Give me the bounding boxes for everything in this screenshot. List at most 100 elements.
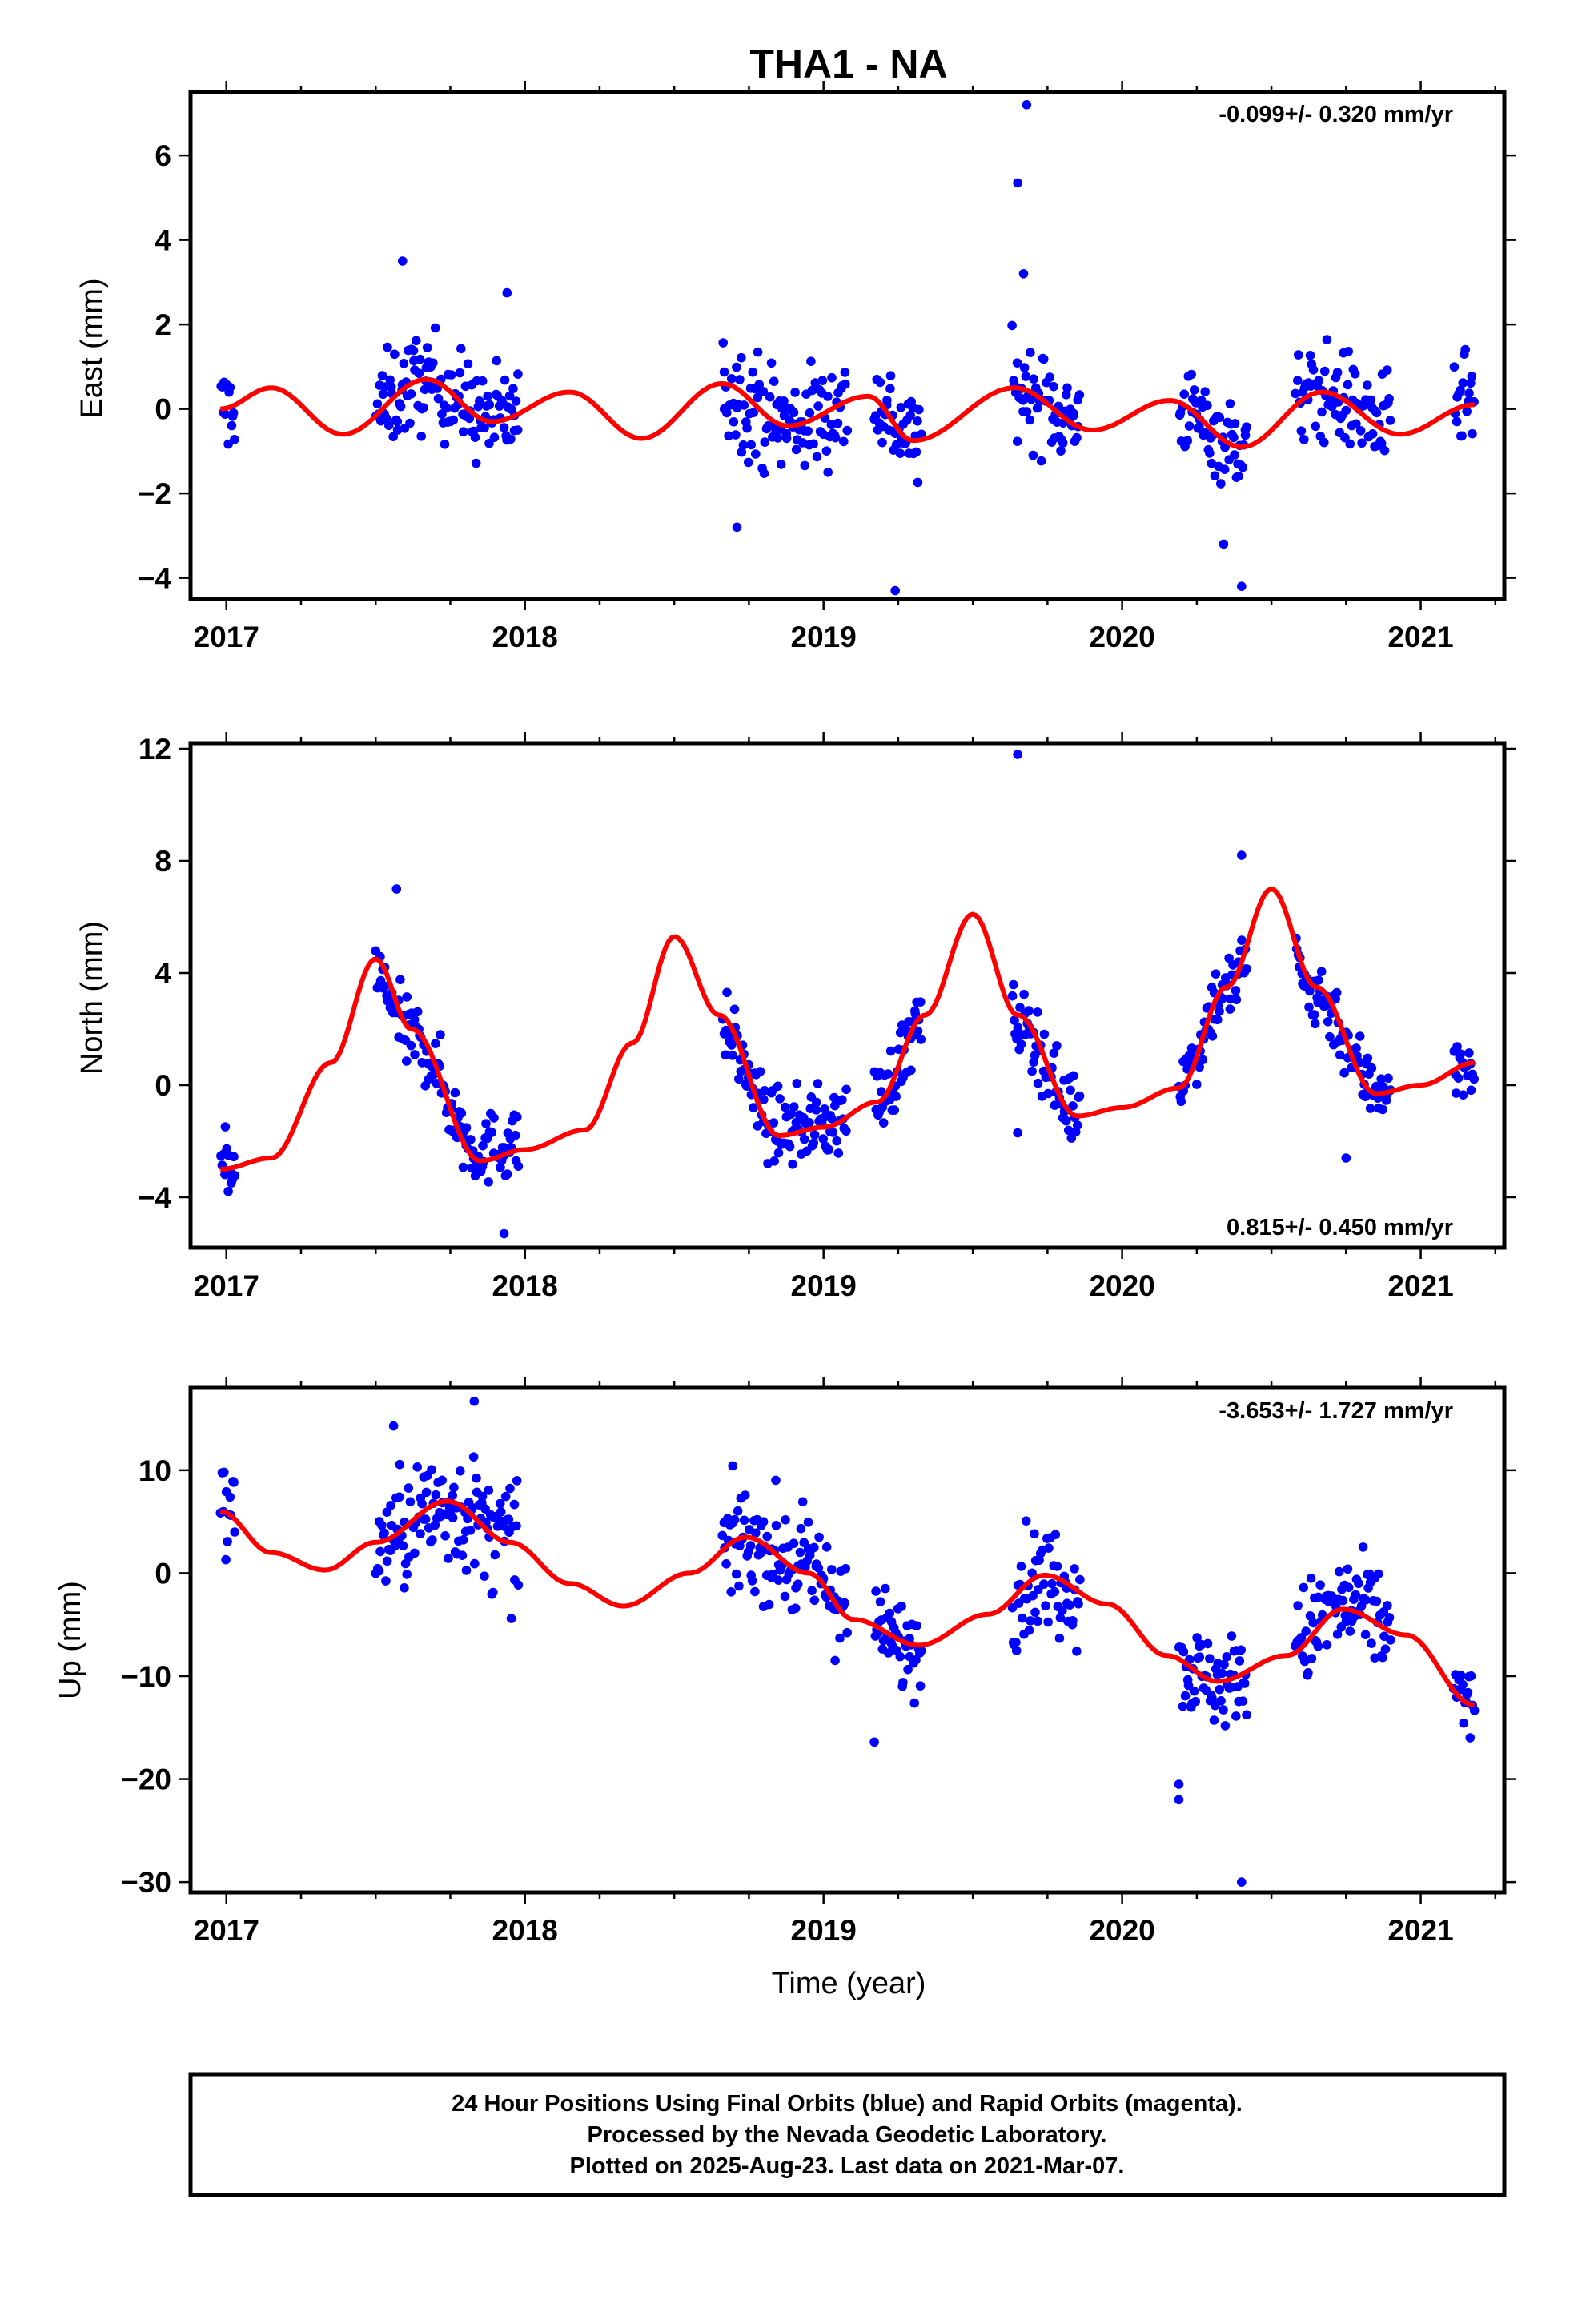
east-data-point — [731, 430, 741, 440]
east-data-point — [384, 420, 394, 430]
east-data-point — [1332, 368, 1343, 377]
up-data-point — [1237, 1877, 1247, 1887]
north-x-tick-label: 2019 — [791, 1269, 857, 1302]
north-data-point — [827, 1114, 837, 1124]
up-data-point — [1293, 1601, 1303, 1610]
north-data-point — [230, 1171, 240, 1180]
up-data-point — [1180, 1691, 1191, 1701]
east-data-point — [727, 374, 737, 384]
up-data-point — [512, 1521, 521, 1531]
north-data-point — [391, 884, 402, 894]
east-data-point — [480, 423, 489, 433]
up-data-point — [1192, 1633, 1202, 1642]
up-data-point — [1343, 1582, 1354, 1593]
north-data-point — [1325, 1031, 1335, 1042]
north-data-point — [809, 1138, 819, 1148]
up-data-point — [1332, 1630, 1343, 1639]
up-data-point — [1354, 1578, 1363, 1589]
up-data-point — [388, 1421, 399, 1431]
up-data-point — [417, 1498, 427, 1509]
east-data-point — [1013, 436, 1022, 446]
up-data-point — [1378, 1652, 1387, 1663]
north-data-points — [216, 750, 1479, 1239]
up-data-point — [771, 1521, 781, 1530]
north-data-point — [1335, 1050, 1345, 1060]
east-data-point — [1007, 320, 1017, 331]
up-data-point — [871, 1586, 881, 1596]
north-data-point — [436, 1030, 445, 1039]
north-data-point — [1452, 1042, 1462, 1051]
up-data-point — [1322, 1640, 1332, 1650]
east-data-point — [1026, 348, 1035, 358]
east-data-point — [230, 435, 239, 444]
up-data-point — [1044, 1543, 1054, 1553]
east-data-point — [1242, 422, 1251, 432]
footer-box: 24 Hour Positions Using Final Orbits (bl… — [188, 2072, 1507, 2197]
east-data-point — [430, 323, 440, 333]
up-data-point — [395, 1492, 404, 1502]
up-data-point — [1050, 1586, 1060, 1597]
up-data-point — [437, 1475, 447, 1486]
up-data-point — [897, 1602, 906, 1611]
east-data-point — [813, 401, 823, 411]
east-data-point — [1036, 456, 1046, 466]
north-data-point — [229, 1152, 239, 1162]
north-ylabel: North (mm) — [75, 921, 109, 1075]
up-data-point — [477, 1491, 488, 1502]
up-data-point — [875, 1597, 885, 1606]
east-data-point — [840, 368, 850, 377]
east-data-point — [1210, 471, 1220, 480]
east-data-point — [1230, 450, 1239, 460]
north-data-point — [402, 992, 412, 1002]
up-data-point — [490, 1550, 500, 1560]
up-data-point — [1039, 1579, 1049, 1589]
up-data-point — [795, 1547, 805, 1558]
east-x-tick-label: 2017 — [194, 621, 259, 653]
up-data-point — [789, 1538, 799, 1548]
north-data-point — [901, 1024, 911, 1034]
up-data-point — [1361, 1595, 1371, 1605]
up-data-points — [215, 1396, 1480, 1887]
east-data-point — [842, 425, 853, 436]
east-data-point — [1182, 436, 1193, 446]
up-data-point — [881, 1583, 890, 1594]
east-data-point — [225, 383, 235, 392]
up-data-point — [1047, 1578, 1057, 1589]
up-data-point — [1338, 1595, 1348, 1606]
north-data-point — [1371, 1081, 1381, 1092]
east-data-point — [1308, 365, 1319, 375]
north-data-point — [1309, 1010, 1319, 1019]
up-data-point — [395, 1459, 405, 1470]
east-data-point — [1345, 439, 1355, 449]
east-data-point — [506, 434, 516, 444]
east-data-point — [1460, 344, 1470, 355]
footer-line-3: Plotted on 2025-Aug-23. Last data on 202… — [570, 2153, 1125, 2179]
up-data-point — [747, 1576, 757, 1586]
north-data-point — [1019, 990, 1029, 999]
up-data-point — [1235, 1656, 1245, 1666]
east-data-point — [729, 417, 739, 427]
east-y-tick-label: −2 — [138, 477, 171, 510]
north-data-point — [1007, 991, 1018, 1001]
up-data-point — [1072, 1647, 1082, 1656]
up-x-tick-label: 2019 — [791, 1914, 857, 1947]
north-data-point — [916, 997, 926, 1007]
up-data-point — [909, 1698, 919, 1708]
north-data-point — [769, 1118, 779, 1128]
east-data-point — [1225, 399, 1235, 408]
up-data-point — [1351, 1590, 1361, 1600]
east-data-point — [388, 432, 399, 441]
north-data-point — [1383, 1073, 1393, 1084]
up-data-point — [1178, 1701, 1188, 1711]
up-data-point — [1458, 1679, 1468, 1690]
up-data-point — [1459, 1718, 1468, 1728]
up-x-tick-label: 2017 — [194, 1914, 259, 1947]
east-data-point — [1350, 369, 1360, 379]
up-data-point — [733, 1506, 743, 1516]
east-data-point — [809, 439, 818, 449]
east-data-point — [447, 370, 456, 380]
up-data-point — [386, 1501, 396, 1510]
north-data-point — [788, 1160, 797, 1169]
up-data-point — [1054, 1633, 1065, 1643]
north-data-point — [1464, 1048, 1474, 1058]
